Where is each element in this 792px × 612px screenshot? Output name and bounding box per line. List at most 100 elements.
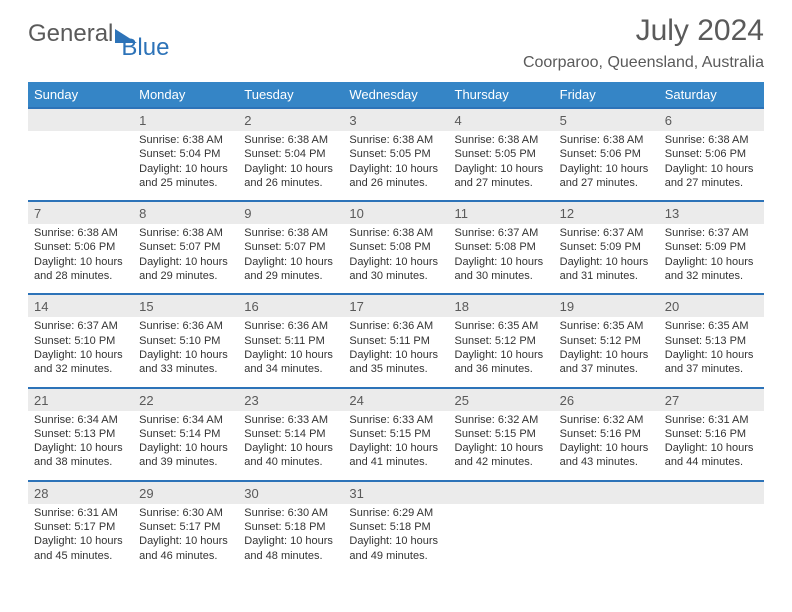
day-info-line: and 27 minutes.: [560, 176, 653, 190]
day-number: 6: [659, 109, 764, 131]
day-info-line: Sunset: 5:12 PM: [560, 334, 653, 348]
day-info-line: Sunrise: 6:38 AM: [349, 133, 442, 147]
day-info-line: Sunrise: 6:36 AM: [139, 319, 232, 333]
day-number: 7: [28, 202, 133, 224]
day-header: Saturday: [659, 82, 764, 107]
day-info-line: Sunset: 5:07 PM: [139, 240, 232, 254]
week: 123456Sunrise: 6:38 AMSunset: 5:04 PMDay…: [28, 107, 764, 200]
week: 14151617181920Sunrise: 6:37 AMSunset: 5:…: [28, 293, 764, 386]
day-number: 10: [343, 202, 448, 224]
day-number: [554, 482, 659, 504]
day-info-line: and 27 minutes.: [455, 176, 548, 190]
day-number-row: 28293031: [28, 482, 764, 504]
calendar: SundayMondayTuesdayWednesdayThursdayFrid…: [28, 82, 764, 573]
day-info-line: Daylight: 10 hours: [139, 348, 232, 362]
day-number: 22: [133, 389, 238, 411]
day-info-line: Sunset: 5:16 PM: [560, 427, 653, 441]
day-info-line: Daylight: 10 hours: [34, 441, 127, 455]
day-info-line: Sunrise: 6:37 AM: [560, 226, 653, 240]
day-cell: Sunrise: 6:37 AMSunset: 5:09 PMDaylight:…: [659, 224, 764, 293]
day-info-line: Sunrise: 6:36 AM: [349, 319, 442, 333]
title-block: July 2024 Coorparoo, Queensland, Austral…: [523, 14, 764, 72]
day-info-line: and 41 minutes.: [349, 455, 442, 469]
day-info-line: and 42 minutes.: [455, 455, 548, 469]
day-info-line: Sunset: 5:08 PM: [455, 240, 548, 254]
day-info-line: Sunrise: 6:30 AM: [139, 506, 232, 520]
day-info-line: Sunset: 5:06 PM: [34, 240, 127, 254]
day-info-line: Daylight: 10 hours: [665, 162, 758, 176]
day-number: [449, 482, 554, 504]
day-info-line: and 32 minutes.: [34, 362, 127, 376]
day-number: 28: [28, 482, 133, 504]
day-cell: Sunrise: 6:30 AMSunset: 5:18 PMDaylight:…: [238, 504, 343, 573]
day-info-line: and 29 minutes.: [139, 269, 232, 283]
week: 28293031 Sunrise: 6:31 AMSunset: 5:17 PM…: [28, 480, 764, 573]
day-info-line: Sunset: 5:13 PM: [34, 427, 127, 441]
day-info-line: Sunrise: 6:38 AM: [665, 133, 758, 147]
day-info-line: Daylight: 10 hours: [560, 348, 653, 362]
day-number: 9: [238, 202, 343, 224]
day-number: 26: [554, 389, 659, 411]
day-info-line: Sunset: 5:17 PM: [139, 520, 232, 534]
day-info-line: Sunrise: 6:32 AM: [455, 413, 548, 427]
day-cell: Sunrise: 6:35 AMSunset: 5:13 PMDaylight:…: [659, 317, 764, 386]
location-label: Coorparoo, Queensland, Australia: [523, 54, 764, 72]
day-number: 27: [659, 389, 764, 411]
day-info-line: Daylight: 10 hours: [560, 441, 653, 455]
day-info-line: Sunrise: 6:32 AM: [560, 413, 653, 427]
day-number: 14: [28, 295, 133, 317]
day-info-line: Sunrise: 6:29 AM: [349, 506, 442, 520]
day-info-line: and 45 minutes.: [34, 549, 127, 563]
day-info-line: Sunset: 5:07 PM: [244, 240, 337, 254]
day-number: 3: [343, 109, 448, 131]
day-info-line: Daylight: 10 hours: [34, 534, 127, 548]
day-info-line: Sunrise: 6:31 AM: [665, 413, 758, 427]
day-info-line: Daylight: 10 hours: [560, 162, 653, 176]
day-info-line: Sunrise: 6:38 AM: [560, 133, 653, 147]
day-info-line: Sunrise: 6:33 AM: [244, 413, 337, 427]
day-info-line: Sunset: 5:05 PM: [349, 147, 442, 161]
day-info-line: Sunset: 5:11 PM: [349, 334, 442, 348]
day-info-line: Sunrise: 6:38 AM: [244, 226, 337, 240]
day-number: 29: [133, 482, 238, 504]
day-info-line: Daylight: 10 hours: [139, 162, 232, 176]
day-cell: Sunrise: 6:38 AMSunset: 5:04 PMDaylight:…: [133, 131, 238, 200]
day-info-line: Daylight: 10 hours: [349, 162, 442, 176]
day-info-line: Sunset: 5:12 PM: [455, 334, 548, 348]
day-cell: Sunrise: 6:33 AMSunset: 5:14 PMDaylight:…: [238, 411, 343, 480]
day-cell: [659, 504, 764, 573]
day-number-row: 21222324252627: [28, 389, 764, 411]
day-cell: Sunrise: 6:38 AMSunset: 5:04 PMDaylight:…: [238, 131, 343, 200]
day-header: Tuesday: [238, 82, 343, 107]
day-info-line: Sunset: 5:17 PM: [34, 520, 127, 534]
day-body-row: Sunrise: 6:34 AMSunset: 5:13 PMDaylight:…: [28, 411, 764, 480]
day-cell: Sunrise: 6:36 AMSunset: 5:10 PMDaylight:…: [133, 317, 238, 386]
day-number: 11: [449, 202, 554, 224]
day-body-row: Sunrise: 6:31 AMSunset: 5:17 PMDaylight:…: [28, 504, 764, 573]
day-header: Friday: [554, 82, 659, 107]
day-info-line: Sunset: 5:18 PM: [349, 520, 442, 534]
day-number: 13: [659, 202, 764, 224]
day-info-line: Sunset: 5:16 PM: [665, 427, 758, 441]
day-cell: Sunrise: 6:35 AMSunset: 5:12 PMDaylight:…: [449, 317, 554, 386]
day-number: [659, 482, 764, 504]
day-number: 15: [133, 295, 238, 317]
day-info-line: and 34 minutes.: [244, 362, 337, 376]
day-cell: Sunrise: 6:38 AMSunset: 5:06 PMDaylight:…: [28, 224, 133, 293]
day-info-line: and 39 minutes.: [139, 455, 232, 469]
day-info-line: Sunrise: 6:37 AM: [665, 226, 758, 240]
day-number: 1: [133, 109, 238, 131]
day-cell: Sunrise: 6:38 AMSunset: 5:06 PMDaylight:…: [659, 131, 764, 200]
day-info-line: and 30 minutes.: [349, 269, 442, 283]
brand-part1: General: [28, 20, 113, 48]
day-number: [28, 109, 133, 131]
day-info-line: and 35 minutes.: [349, 362, 442, 376]
day-info-line: Sunset: 5:14 PM: [139, 427, 232, 441]
day-body-row: Sunrise: 6:37 AMSunset: 5:10 PMDaylight:…: [28, 317, 764, 386]
day-cell: Sunrise: 6:38 AMSunset: 5:05 PMDaylight:…: [449, 131, 554, 200]
day-info-line: and 49 minutes.: [349, 549, 442, 563]
day-number: 20: [659, 295, 764, 317]
day-info-line: Sunset: 5:10 PM: [139, 334, 232, 348]
day-info-line: Sunrise: 6:38 AM: [455, 133, 548, 147]
day-info-line: and 31 minutes.: [560, 269, 653, 283]
